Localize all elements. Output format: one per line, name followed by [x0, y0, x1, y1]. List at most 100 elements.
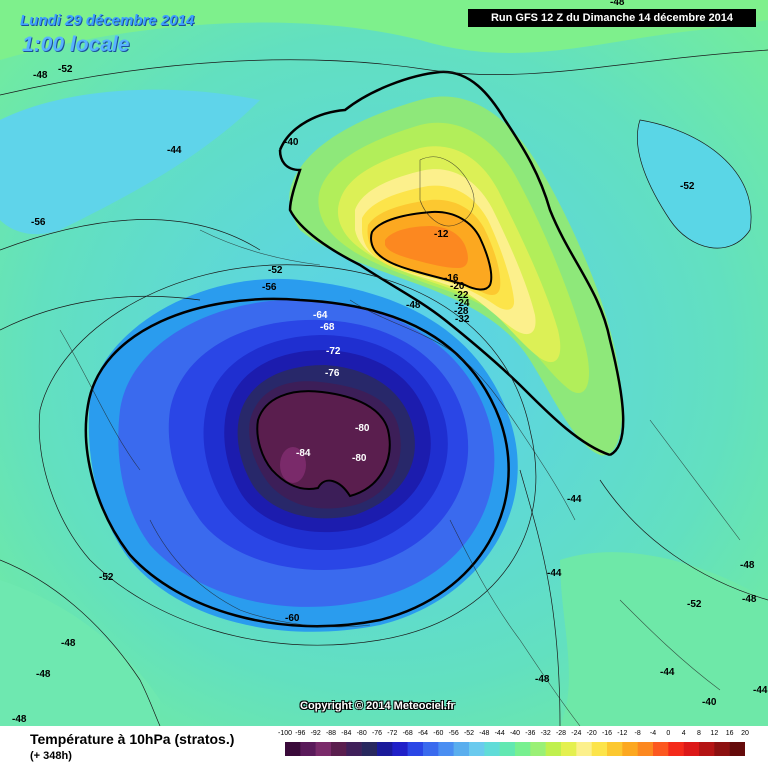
- color-scale-tick-label: 8: [697, 730, 701, 737]
- color-scale-tick-label: 20: [741, 730, 749, 737]
- color-scale-swatch: [668, 742, 684, 756]
- contour-label: -44: [660, 667, 675, 678]
- contour-label: -48: [610, 0, 625, 8]
- color-scale-swatch: [361, 742, 378, 756]
- vortex-core-minus-88: [280, 447, 306, 483]
- contour-label: -52: [99, 572, 114, 583]
- contour-label: -48: [406, 300, 421, 311]
- contour-label: -52: [680, 181, 695, 192]
- color-scale-tick-label: -48: [479, 730, 490, 737]
- color-scale-tick-label: 16: [725, 730, 734, 737]
- color-scale-tick-label: -64: [417, 730, 429, 737]
- color-scale-swatch: [438, 742, 454, 756]
- contour-label: -52: [687, 599, 702, 610]
- color-scale-tick-label: -32: [540, 730, 551, 737]
- color-scale-swatch: [622, 742, 638, 756]
- color-scale-tick-label: 12: [710, 730, 719, 737]
- contour-label: -48: [61, 638, 76, 649]
- contour-label: -52: [58, 64, 73, 75]
- color-scale-swatch: [653, 742, 669, 756]
- color-scale-swatch: [453, 742, 470, 756]
- color-scale-tick-label: -28: [555, 730, 567, 737]
- contour-label: -56: [262, 282, 277, 293]
- color-scale-tick-label: -68: [402, 730, 413, 737]
- color-scale-tick-label: -52: [463, 730, 475, 737]
- contour-label: -64: [313, 310, 328, 321]
- color-scale-swatch: [561, 742, 577, 756]
- color-scale-labels: -100 -96 -92 -88 -84 -80 -76 -72 -68 -64 -60 -56 -52…: [278, 729, 749, 741]
- map-variable-title: Température à 10hPa (stratos.): [30, 731, 235, 747]
- contour-label: -28: [454, 306, 469, 317]
- color-scale-tick-label: -80: [356, 730, 367, 737]
- contour-label: -76: [325, 368, 340, 379]
- color-scale-swatch: [392, 742, 408, 756]
- color-scale-tick-label: -44: [494, 730, 505, 737]
- color-scale-tick-label: -92: [310, 730, 321, 737]
- color-scale-tick-label: -36: [525, 730, 536, 737]
- color-scale-swatch: [699, 742, 715, 756]
- color-scale-tick-label: -76: [371, 730, 383, 737]
- color-scale-tick-label: -24: [571, 730, 582, 737]
- contour-label: -24: [455, 298, 470, 309]
- color-scale-tick-label: -88: [325, 730, 337, 737]
- color-scale-tick-label: -72: [387, 730, 398, 737]
- contour-label: -20: [450, 281, 465, 292]
- contour-label: -44: [567, 494, 582, 505]
- forecast-date-title: Lundi 29 décembre 2014: [20, 12, 195, 29]
- contour-label: -22: [454, 290, 469, 301]
- color-scale-swatch: [499, 742, 516, 756]
- color-scale-swatch: [591, 742, 608, 756]
- color-scale-swatch: [300, 742, 316, 756]
- color-scale-swatch: [545, 742, 562, 756]
- contour-label: -48: [33, 70, 48, 81]
- color-scale-tick-label: -12: [617, 730, 628, 737]
- color-scale-tick-label: -8: [634, 730, 641, 737]
- color-scale-bar: [285, 742, 745, 756]
- forecast-time-title: 1:00 locale: [22, 33, 130, 56]
- color-scale-tick-label: -56: [448, 730, 459, 737]
- color-scale-swatch: [530, 742, 546, 756]
- band-minus-52-east: [637, 120, 752, 249]
- contour-label: -80: [355, 423, 370, 434]
- warm-core-minus-12: [385, 226, 468, 268]
- contour-label: -48: [36, 669, 51, 680]
- contour-label: -44: [753, 685, 768, 696]
- stratospheric-temperature-map: -48-52-48-44-40-56-52-56-52-12-16-20-22-…: [0, 0, 768, 726]
- color-scale-swatch: [331, 742, 347, 756]
- contour-label: -48: [742, 594, 757, 605]
- color-scale-swatch: [407, 742, 424, 756]
- color-scale-swatch: [315, 742, 332, 756]
- contour-label: -44: [547, 568, 562, 579]
- color-scale-swatch: [469, 742, 485, 756]
- contour-label: -80: [352, 453, 367, 464]
- color-scale-swatch: [729, 742, 745, 756]
- color-scale-swatch: [515, 742, 531, 756]
- color-scale-swatch: [346, 742, 362, 756]
- color-scale-tick-label: -40: [509, 730, 521, 737]
- contour-label: -84: [296, 448, 311, 459]
- contour-minus-60-thick: [84, 297, 510, 628]
- band-minus-48-southwest: [0, 580, 160, 726]
- color-scale-tick-label: -96: [295, 730, 306, 737]
- contour-minus-40-thick: [278, 70, 625, 457]
- band-minus-52-west: [0, 89, 260, 235]
- color-scale-tick-label: 0: [666, 730, 671, 737]
- contour-label: -12: [434, 229, 449, 240]
- thin-contours: [0, 49, 768, 726]
- color-scale-swatch: [637, 742, 654, 756]
- color-scale-tick-label: 4: [681, 730, 686, 737]
- contour-label: -48: [535, 674, 550, 685]
- color-scale-tick-label: -100: [277, 730, 293, 737]
- color-scale-swatch: [576, 742, 592, 756]
- contour-label: -72: [326, 346, 341, 357]
- legend-footer: Température à 10hPa (stratos.) (+ 348h) …: [0, 726, 768, 768]
- contour-label: -32: [455, 314, 470, 325]
- contour-label: -60: [285, 613, 300, 624]
- contour-label: -48: [12, 714, 27, 725]
- contour-label: -52: [268, 265, 283, 276]
- color-scale-swatch: [377, 742, 393, 756]
- copyright-notice: Copyright © 2014 Meteociel.fr: [300, 700, 455, 712]
- contour-label: -68: [320, 322, 335, 333]
- contour-label: -40: [284, 137, 299, 148]
